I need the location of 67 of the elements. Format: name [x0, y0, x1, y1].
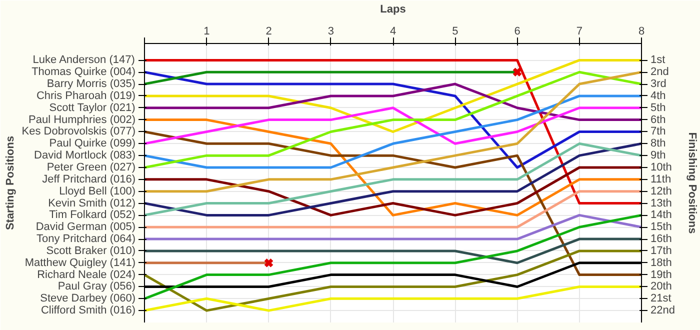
x-tick-label: 2 [266, 26, 272, 38]
category-label: Matthew Quigley (141) [24, 256, 136, 269]
x-tick-label: 1 [204, 26, 210, 38]
y2-tick-label: 3rd [650, 78, 666, 90]
category-label: Luke Anderson (147) [32, 54, 135, 66]
x-tick-label: 3 [328, 26, 334, 38]
y2-tick-label: 18th [650, 256, 672, 269]
y2-tick-label: 17th [650, 244, 672, 257]
y2-tick-label: 22nd [650, 304, 675, 317]
category-label: Thomas Quirke (004) [32, 66, 136, 78]
category-label: Peter Green (027) [46, 162, 136, 174]
y2-tick-label: 19th [650, 268, 672, 281]
y2-tick-label: 8th [650, 138, 666, 150]
line-series [144, 130, 642, 276]
line-series [144, 94, 642, 169]
line-series [144, 214, 642, 300]
category-label: Richard Neale (024) [37, 268, 136, 281]
category-label: Clifford Smith (016) [40, 304, 136, 317]
category-label: Kes Dobrovolskis (077) [22, 126, 136, 138]
y2-tick-label: 10th [650, 162, 672, 174]
category-label: Chris Pharoah (019) [36, 90, 136, 102]
y2-tick-label: 12th [650, 185, 672, 198]
y2-tick-label: 6th [650, 114, 666, 126]
line-series [144, 118, 642, 216]
x-tick-label: 6 [514, 26, 520, 38]
y2-tick-label: 2nd [650, 66, 669, 78]
y2-tick-label: 20th [650, 280, 672, 293]
line-series [144, 106, 642, 145]
y2-tick-label: 7th [650, 126, 666, 138]
y2-tick-label: 11th [650, 173, 672, 186]
y2-tick-label: 4th [650, 90, 666, 102]
category-label: Kevin Smith (012) [48, 197, 136, 210]
line-series [144, 166, 642, 216]
y2-tick-label: 16th [650, 233, 672, 246]
category-label: Barry Morris (035) [46, 78, 136, 90]
category-label: David German (005) [36, 221, 136, 234]
y2-tick-label: 14th [650, 209, 672, 222]
x-tick-label: 5 [452, 26, 458, 38]
category-label: Tim Folkard (052) [49, 209, 136, 222]
line-series [144, 82, 642, 122]
y2-tick-label: 9th [650, 150, 666, 162]
line-series [144, 250, 642, 312]
x-tick-label: 8 [638, 26, 645, 38]
y2-tick-label: 15th [650, 221, 672, 234]
y2-tick-label: 13th [650, 197, 672, 210]
y2-tick-label: 21st [650, 292, 672, 305]
category-label: Lloyd Bell (100) [59, 185, 136, 198]
y2-tick-label: 5th [650, 102, 666, 114]
x-tick-label: 7 [576, 26, 582, 38]
y2-axis-title: Finishing Positions [686, 132, 698, 234]
category-label: Scott Taylor (021) [49, 102, 136, 114]
category-label: Paul Quirke (099) [49, 138, 136, 150]
category-label: Paul Gray (056) [58, 280, 136, 293]
category-label: David Mortlock (083) [34, 150, 136, 162]
y2-tick-label: 1st [650, 54, 666, 66]
category-label: Scott Braker (010) [46, 244, 136, 257]
line-series [144, 58, 642, 133]
x-tick-label: 4 [390, 26, 396, 38]
line-series [144, 142, 642, 216]
category-label: Steve Darbey (060) [40, 292, 136, 305]
text: Starting Positions [4, 136, 16, 230]
category-label: Tony Pritchard (064) [36, 233, 136, 246]
category-label: Paul Humphries (002) [28, 114, 136, 126]
category-label: Jeff Pritchard (016) [42, 173, 136, 186]
line-series [144, 70, 642, 169]
x-axis-title: Laps [380, 4, 406, 16]
line-series [144, 70, 642, 193]
